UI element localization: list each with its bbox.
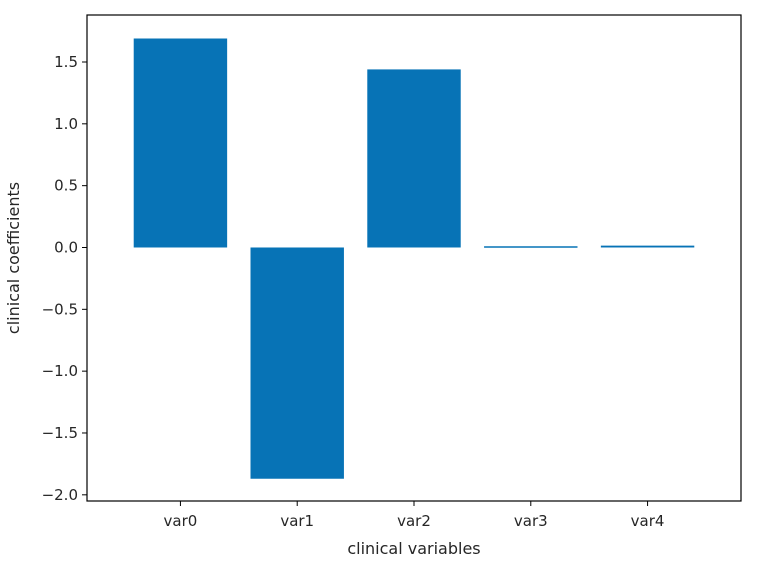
x-tick-label-var0: var0 [164,512,198,530]
x-tick-label-var1: var1 [280,512,314,530]
bars-group [133,38,695,479]
plot-frame [86,14,742,502]
bar-var3 [484,246,578,248]
x-axis-label: clinical variables [347,539,480,558]
y-axis: 1.5 1.0 0.5 0.0 −0.5 −1.0 −1.5 −2.0 [42,53,87,504]
bar-var2 [367,69,461,248]
y-axis-label: clinical coefficients [4,182,23,334]
x-axis: var0 var1 var2 var3 var4 [164,501,665,530]
bar-var1 [250,247,344,479]
x-tick-label-var3: var3 [514,512,548,530]
y-tick-label: 1.5 [54,53,78,71]
y-tick-label: −1.0 [42,362,78,380]
y-tick-label: 0.5 [54,177,78,195]
y-tick-label: −2.0 [42,486,78,504]
bar-var0 [133,38,228,248]
y-tick-label: −0.5 [42,300,78,318]
bar-var4 [600,245,695,248]
y-tick-label: 0.0 [54,238,78,256]
y-tick-label: −1.5 [42,424,78,442]
y-tick-label: 1.0 [54,115,78,133]
x-tick-label-var2: var2 [397,512,431,530]
x-tick-label-var4: var4 [631,512,665,530]
